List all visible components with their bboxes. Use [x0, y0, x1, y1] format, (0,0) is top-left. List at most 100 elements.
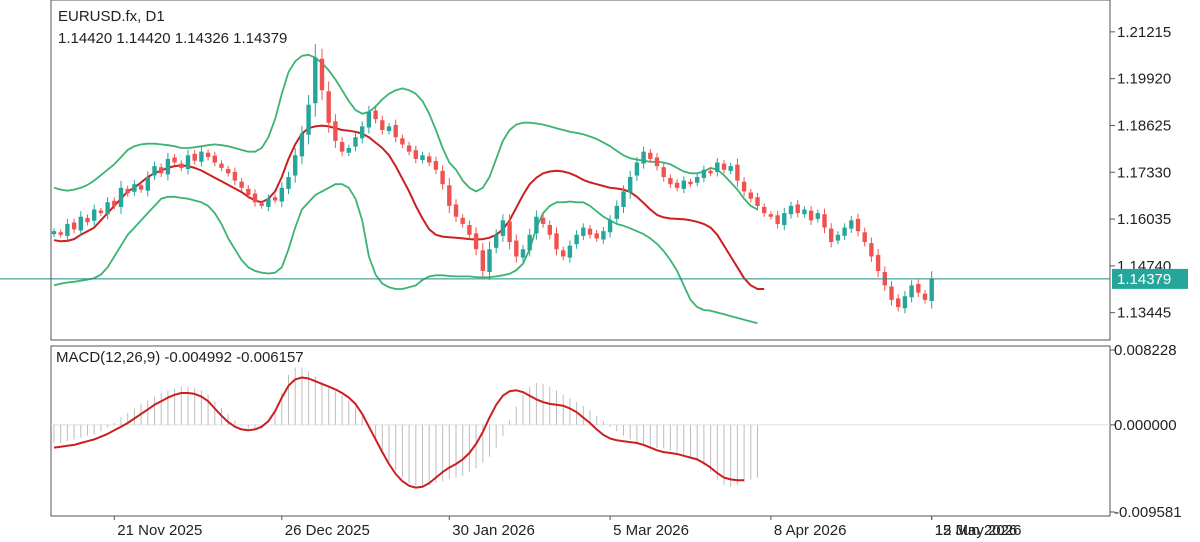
candle-body — [212, 155, 217, 163]
candle-body — [628, 176, 633, 193]
candle-body — [98, 210, 104, 214]
candle-body — [621, 191, 626, 207]
candle-body — [266, 198, 271, 207]
time-axis-label: 21 Nov 2025 — [117, 522, 202, 539]
candle-body — [567, 245, 573, 258]
candle-body — [721, 163, 727, 170]
candle-body — [112, 200, 117, 206]
candle-body — [246, 188, 251, 196]
candle-body — [641, 151, 646, 164]
candle-body — [607, 220, 613, 233]
price-axis: 1.212151.199201.186251.173301.160351.147… — [1110, 24, 1171, 322]
candle-body — [708, 170, 713, 174]
candle-body — [695, 176, 700, 183]
candle-body — [775, 215, 780, 224]
time-axis-label: 12 May 2026 — [935, 522, 1022, 539]
candle-body — [326, 91, 331, 123]
candle-body — [587, 228, 593, 235]
candle-body — [373, 110, 378, 120]
candle-body — [420, 155, 425, 160]
candle-body — [172, 157, 177, 163]
time-axis-label: 30 Jan 2026 — [452, 522, 535, 539]
price-axis-label: 1.18625 — [1117, 117, 1171, 134]
candle-body — [762, 206, 767, 214]
candle-body — [353, 137, 358, 147]
candle-body — [78, 216, 83, 231]
candle-body — [199, 151, 204, 162]
candle-body — [741, 181, 747, 192]
candle-body — [433, 161, 439, 170]
candle-body — [366, 111, 372, 128]
candle-body — [688, 181, 693, 185]
candle-body — [152, 166, 157, 176]
candle-body — [306, 104, 311, 135]
candle-body — [65, 223, 70, 236]
candle-body — [855, 218, 861, 232]
candle-body — [413, 150, 418, 159]
candle-body — [561, 250, 566, 257]
macd-axis-label: -0.009581 — [1114, 504, 1182, 521]
candle-body — [319, 58, 325, 91]
candle-body — [829, 228, 834, 243]
candle-body — [540, 217, 546, 224]
candle-body — [487, 249, 492, 273]
current-price-tag: 1.14379 — [1112, 268, 1188, 289]
candle-body — [293, 155, 298, 176]
candle-body — [118, 187, 124, 207]
candle-body — [822, 214, 827, 228]
candle-body — [715, 162, 720, 172]
candle-body — [500, 220, 506, 236]
candle-body — [333, 121, 338, 141]
time-axis-label: 5 Mar 2026 — [613, 522, 689, 539]
price-axis-label: 1.17330 — [1117, 164, 1171, 181]
candle-body — [252, 193, 258, 203]
candle-body — [574, 234, 579, 245]
candle-body — [681, 180, 686, 189]
candle-body — [768, 214, 774, 217]
time-axis: 21 Nov 2025 26 Dec 2025 30 Jan 2026 5 Mar 2… — [113, 516, 1022, 539]
candle-body — [909, 285, 914, 298]
candle-body — [755, 197, 760, 206]
price-axis-label: 1.13445 — [1117, 305, 1171, 322]
candle-body — [594, 233, 599, 239]
candle-body — [654, 157, 660, 167]
candle-body — [869, 243, 874, 257]
candle-body — [547, 225, 552, 235]
candle-body — [440, 170, 445, 185]
chart-frame — [50, 0, 1111, 517]
macd-histogram — [53, 367, 758, 487]
macd-signal-line — [53, 376, 745, 489]
candle-body — [427, 156, 432, 163]
candle-body — [272, 197, 278, 201]
candle-body — [400, 138, 405, 145]
candle-body — [581, 227, 586, 236]
candle-body — [239, 181, 244, 188]
candle-body — [226, 169, 231, 174]
candle-body — [835, 234, 841, 241]
candle-body — [279, 187, 284, 202]
candle-body — [889, 286, 894, 300]
candle-body — [674, 182, 680, 188]
candle-body — [916, 283, 921, 293]
macd-axis: 0.008228 0.000000 -0.009581 — [1110, 342, 1182, 521]
candle-body — [929, 278, 934, 301]
candle-body — [346, 148, 351, 153]
bollinger-upper-line — [53, 53, 758, 211]
candle-body — [507, 221, 512, 243]
candle-body — [648, 152, 653, 159]
candle-body — [748, 192, 753, 199]
candle-body — [453, 204, 459, 217]
candle-body — [125, 188, 130, 194]
candle-body — [386, 126, 392, 132]
candle-body — [527, 234, 532, 251]
candle-body — [480, 250, 485, 271]
candle-body — [159, 167, 164, 174]
time-axis-label: 15 Jun 2026 — [935, 522, 1018, 539]
candle-body — [406, 145, 412, 152]
candle-body — [460, 217, 465, 224]
candle-body — [728, 166, 733, 171]
candle-body — [534, 216, 539, 234]
candle-body — [105, 202, 110, 215]
symbol-title: EURUSD.fx, D1 — [58, 8, 165, 25]
